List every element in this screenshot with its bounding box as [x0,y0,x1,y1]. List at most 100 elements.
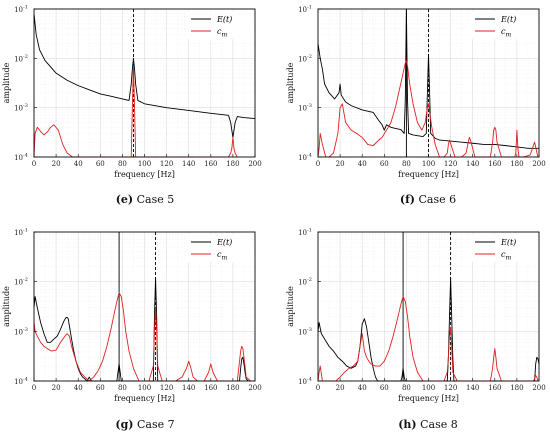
legend-label: E(t) [500,15,516,24]
x-tick-label: 180 [226,160,239,168]
x-tick-label: 0 [32,160,36,168]
x-tick-label: 200 [532,160,545,168]
y-tick-label: 10 [298,154,307,162]
x-tick-label: 160 [204,384,217,392]
x-tick-label: 120 [160,160,173,168]
y-tick-label: 10 [14,378,23,386]
legend-label: cm [217,27,227,39]
x-tick-label: 200 [248,160,261,168]
y-tick-label: 10 [298,378,307,386]
x-tick-label: 160 [488,160,501,168]
legend-label: E(t) [216,15,232,24]
legend: E(t) cm [187,11,253,39]
y-tick-exponent: -1 [23,5,28,11]
x-tick-label: 120 [444,384,457,392]
x-tick-label: 0 [32,384,36,392]
y-tick-label: 10 [14,279,23,287]
x-tick-label: 140 [182,160,195,168]
x-tick-label: 20 [336,160,345,168]
y-tick-exponent: -3 [307,327,312,333]
y-tick-label: 10 [14,229,23,237]
panel-caption: (e) Case 5 [116,193,175,206]
x-tick-label: 40 [358,160,367,168]
panel-caption: (f) Case 6 [400,193,456,206]
x-axis-label: frequency [Hz] [398,170,459,179]
y-tick-exponent: -1 [307,5,312,11]
x-tick-label: 200 [248,384,261,392]
x-tick-label: 60 [380,384,389,392]
y-tick-label: 10 [14,105,23,113]
y-tick-label: 10 [298,105,307,113]
y-tick-label: 10 [298,55,307,63]
y-tick-exponent: -2 [23,277,28,283]
x-tick-label: 0 [316,384,320,392]
y-axis-label: amplitude [2,286,11,327]
panel-caption: (h) Case 8 [398,418,458,431]
y-tick-exponent: -1 [307,228,312,234]
series-line-c-m [317,60,539,158]
y-tick-label: 10 [298,328,307,336]
x-tick-label: 20 [52,384,61,392]
legend: E(t) cm [471,234,537,262]
y-tick-label: 10 [14,6,23,14]
series-line-e-t [317,277,540,382]
x-tick-label: 100 [422,384,435,392]
y-tick-exponent: -3 [307,103,312,109]
y-tick-label: 10 [298,229,307,237]
y-axis-label: amplitude [286,62,295,103]
x-tick-label: 120 [160,384,173,392]
y-tick-exponent: -4 [307,153,312,159]
y-tick-exponent: -1 [23,228,28,234]
x-tick-label: 140 [182,384,195,392]
y-tick-exponent: -4 [23,153,28,159]
y-tick-exponent: -3 [23,103,28,109]
y-tick-label: 10 [298,6,307,14]
legend-label: cm [501,250,511,262]
x-axis-label: frequency [Hz] [114,394,175,403]
x-tick-label: 140 [466,384,479,392]
legend-label: E(t) [216,238,232,247]
x-axis-label: frequency [Hz] [398,394,459,403]
series-line-c-m [317,296,539,382]
y-tick-exponent: -4 [23,377,28,383]
x-axis-label: frequency [Hz] [114,170,175,179]
y-tick-exponent: -3 [23,327,28,333]
x-tick-label: 40 [358,384,367,392]
legend-label: cm [217,250,227,262]
y-axis-label: amplitude [286,286,295,327]
x-tick-label: 160 [204,160,217,168]
legend-box [471,11,537,39]
y-axis-label: amplitude [2,62,11,103]
legend-box [187,11,253,39]
y-tick-exponent: -4 [307,377,312,383]
legend-box [187,234,253,262]
x-tick-label: 60 [96,160,105,168]
y-tick-exponent: -2 [307,277,312,283]
x-tick-label: 100 [138,160,151,168]
x-tick-label: 80 [118,384,127,392]
y-tick-label: 10 [14,328,23,336]
x-tick-label: 40 [74,384,83,392]
y-tick-exponent: -2 [307,54,312,60]
x-tick-label: 80 [402,384,411,392]
legend: E(t) cm [471,11,537,39]
x-tick-label: 120 [444,160,457,168]
x-tick-label: 180 [510,384,523,392]
legend-label: cm [501,27,511,39]
legend: E(t) cm [187,234,253,262]
x-tick-label: 200 [532,384,545,392]
legend-label: E(t) [500,238,516,247]
x-tick-label: 100 [422,160,435,168]
x-tick-label: 100 [138,384,151,392]
y-tick-label: 10 [298,279,307,287]
y-tick-label: 10 [14,154,23,162]
x-tick-label: 80 [402,160,411,168]
panel-caption: (g) Case 7 [115,418,174,431]
y-tick-label: 10 [14,55,23,63]
x-tick-label: 80 [118,160,127,168]
x-tick-label: 60 [380,160,389,168]
